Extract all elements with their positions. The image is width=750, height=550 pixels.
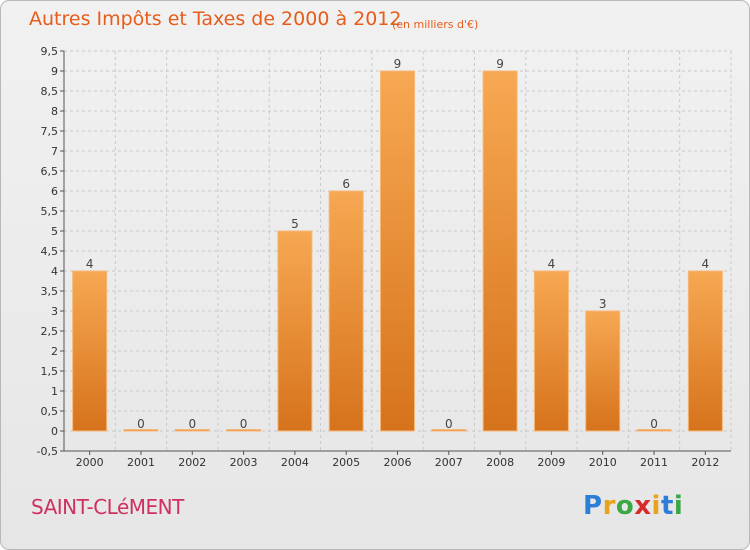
proxiti-logo[interactable]: Proxiti [583, 491, 684, 521]
x-tick-label: 2007 [435, 456, 463, 469]
bar [328, 190, 364, 432]
y-tick-label: 2,5 [41, 325, 59, 338]
bar-chart: -0,5 0 0,5 1 1,5 2 2,5 3 3,5 4 4,5 5 5,5 6 6,5 7 7,5 8 8,5… [37, 45, 732, 469]
bar [533, 270, 569, 432]
x-tick-label: 2012 [691, 456, 719, 469]
y-tick-label: 9 [51, 65, 58, 78]
bar [380, 70, 415, 432]
data-labels: 4 0 0 0 5 6 9 0 9 4 3 0 4 [86, 57, 709, 431]
bar [123, 429, 159, 432]
y-tick-label: 3,5 [41, 285, 59, 298]
gridlines [63, 50, 732, 452]
y-tick-label: 4 [51, 265, 58, 278]
y-tick-label: 8 [51, 105, 58, 118]
y-tick-label: 6 [51, 185, 58, 198]
y-tick-label: 3 [51, 305, 58, 318]
y-tick-label: 0 [51, 425, 58, 438]
data-label: 0 [137, 417, 145, 431]
bar [585, 310, 621, 432]
y-tick-label: -0,5 [37, 445, 58, 458]
x-tick-label: 2006 [384, 456, 412, 469]
y-tick-label: 1 [51, 385, 58, 398]
data-label: 5 [291, 217, 299, 231]
x-tick-label: 2003 [230, 456, 258, 469]
data-label: 4 [86, 257, 94, 271]
data-label: 0 [240, 417, 248, 431]
x-tick-label: 2005 [332, 456, 360, 469]
data-label: 3 [599, 297, 607, 311]
y-tick-label: 8,5 [41, 85, 59, 98]
data-label: 9 [496, 57, 504, 71]
bar [226, 429, 262, 432]
axes: -0,5 0 0,5 1 1,5 2 2,5 3 3,5 4 4,5 5 5,5 6 6,5 7 7,5 8 8,5… [37, 45, 731, 469]
commune-name: SAINT-CLéMENT [31, 495, 184, 519]
data-label: 4 [548, 257, 556, 271]
x-tick-label: 2009 [537, 456, 565, 469]
bar [431, 429, 467, 432]
x-tick-label: 2000 [76, 456, 104, 469]
chart-unit: (en milliers d'€) [392, 18, 479, 31]
bar [277, 230, 313, 432]
x-tick-label: 2001 [127, 456, 155, 469]
y-tick-label: 9,5 [41, 45, 59, 58]
y-tick-label: 7,5 [41, 125, 59, 138]
bar [636, 429, 672, 432]
data-label: 6 [342, 177, 350, 191]
bar [482, 70, 518, 432]
x-tick-label: 2002 [178, 456, 206, 469]
data-label: 4 [702, 257, 710, 271]
bars [72, 70, 723, 432]
x-tick-label: 2011 [640, 456, 668, 469]
data-label: 0 [188, 417, 196, 431]
bar [687, 270, 723, 432]
data-label: 0 [445, 417, 453, 431]
y-tick-label: 2 [51, 345, 58, 358]
x-tick-label: 2004 [281, 456, 309, 469]
data-label: 0 [650, 417, 658, 431]
y-tick-label: 1,5 [41, 365, 59, 378]
bar [174, 429, 210, 432]
x-tick-label: 2008 [486, 456, 514, 469]
data-label: 9 [394, 57, 402, 71]
bar [72, 270, 108, 432]
y-tick-label: 0,5 [41, 405, 59, 418]
chart-title: Autres Impôts et Taxes de 2000 à 2012 [29, 8, 402, 30]
y-tick-label: 4,5 [41, 245, 59, 258]
y-tick-label: 5,5 [41, 205, 59, 218]
y-tick-label: 6,5 [41, 165, 59, 178]
y-tick-label: 5 [51, 225, 58, 238]
y-tick-label: 7 [51, 145, 58, 158]
x-tick-label: 2010 [589, 456, 617, 469]
